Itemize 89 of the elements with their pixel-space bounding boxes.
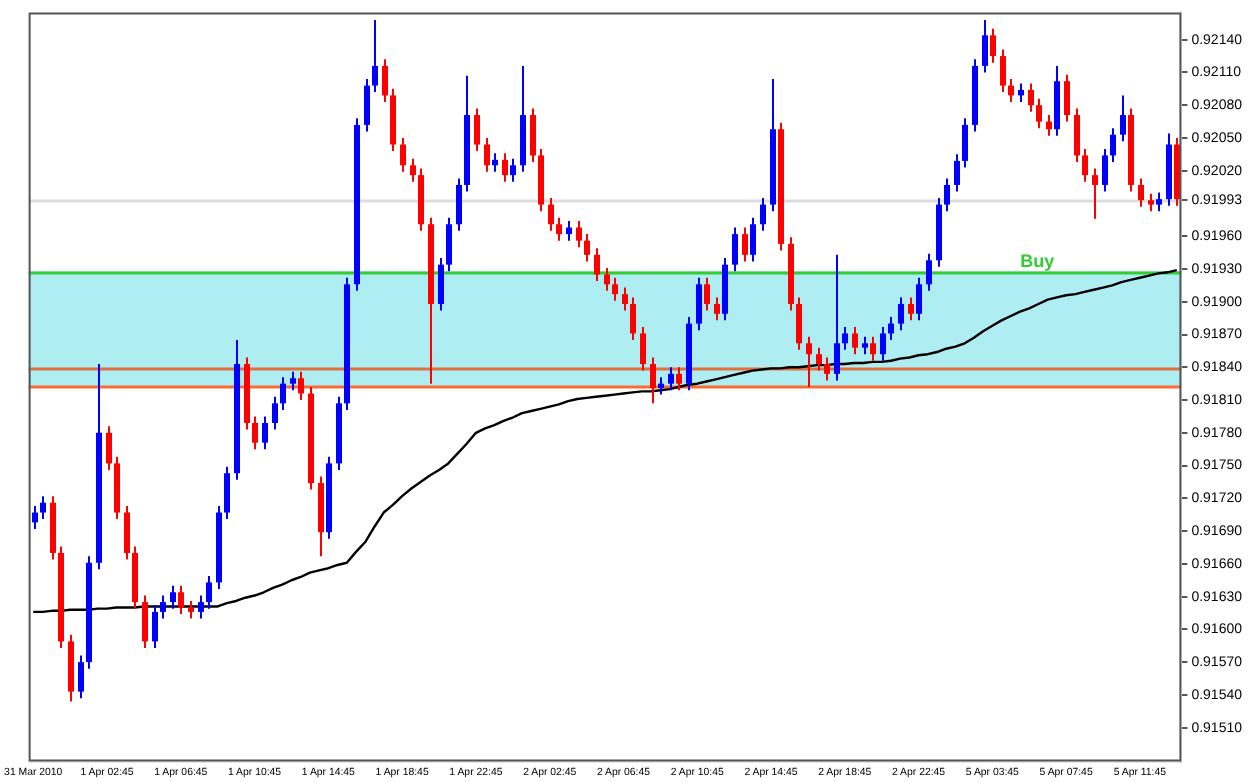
- candlestick: [1046, 114, 1052, 137]
- candlestick: [474, 107, 480, 153]
- candlestick: [262, 415, 268, 451]
- candlestick: [990, 27, 996, 64]
- candlestick: [926, 252, 932, 292]
- candlestick: [630, 296, 636, 341]
- candlestick: [1018, 82, 1024, 103]
- candlestick: [908, 296, 914, 322]
- candlestick: [796, 296, 802, 351]
- candlestick: [622, 286, 628, 312]
- candlestick: [456, 177, 462, 232]
- candlestick: [1074, 107, 1080, 164]
- candlestick: [742, 226, 748, 263]
- candlestick: [650, 356, 656, 405]
- candlestick: [612, 276, 618, 302]
- candlestick: [382, 58, 388, 103]
- candlestick: [944, 177, 950, 213]
- candlestick: [604, 266, 610, 292]
- candlestick: [880, 325, 886, 362]
- candlestick: [78, 654, 84, 700]
- candlestick: [714, 296, 720, 322]
- candlestick: [1156, 191, 1162, 213]
- candlestick: [106, 425, 112, 471]
- candlestick: [1000, 48, 1006, 94]
- candlestick: [640, 325, 646, 372]
- candlestick: [1064, 73, 1070, 123]
- candlestick: [704, 276, 710, 312]
- candlestick: [982, 19, 988, 74]
- candlestick: [1008, 78, 1014, 103]
- candlestick: [372, 19, 378, 94]
- candlestick: [594, 247, 600, 283]
- candlestick: [556, 216, 562, 242]
- candlestick: [834, 253, 840, 382]
- candlestick: [492, 152, 498, 173]
- candlestick: [40, 495, 46, 521]
- candlestick: [750, 216, 756, 263]
- candlestick: [584, 233, 590, 263]
- candlestick: [576, 219, 582, 249]
- candlestick: [816, 346, 822, 372]
- candlestick: [824, 356, 830, 382]
- candlestick: [198, 594, 204, 620]
- candlestick: [510, 157, 516, 183]
- candlestick: [160, 594, 166, 620]
- candlestick: [852, 325, 858, 356]
- candlestick: [32, 504, 38, 530]
- candlestick: [1082, 147, 1088, 183]
- candlestick: [530, 107, 536, 164]
- candlestick: [502, 152, 508, 183]
- candlestick: [898, 296, 904, 332]
- candlestick: [484, 136, 490, 173]
- candlestick: [252, 415, 258, 451]
- candlestick: [364, 78, 370, 133]
- candlestick: [1092, 167, 1098, 220]
- candlestick: [566, 219, 572, 242]
- candlestick: [152, 604, 158, 649]
- candlestick: [446, 216, 452, 273]
- candlestick: [410, 157, 416, 183]
- candlestick: [1110, 127, 1116, 164]
- candlestick: [676, 366, 682, 392]
- candlestick: [548, 197, 554, 232]
- candlestick: [142, 594, 148, 649]
- ref-line-label: Buy: [1020, 250, 1055, 271]
- candlestick: [298, 370, 304, 402]
- candlestick: [1028, 82, 1034, 113]
- candlestick: [438, 257, 444, 312]
- candlestick: [1120, 94, 1126, 143]
- candlestick: [916, 276, 922, 322]
- candlestick: [206, 574, 212, 610]
- candlestick: [962, 117, 968, 169]
- candlestick: [806, 335, 812, 388]
- candlestick: [400, 136, 406, 173]
- candlestick: [170, 584, 176, 610]
- candlestick: [842, 325, 848, 351]
- candlestick: [732, 226, 738, 273]
- candlestick: [224, 465, 230, 521]
- candlestick: [696, 276, 702, 332]
- candlestick: [290, 370, 296, 392]
- candlestick: [668, 366, 674, 392]
- candlestick: [888, 316, 894, 341]
- candlestick: [870, 335, 876, 362]
- candlestick: [178, 584, 184, 616]
- candlestick: [1102, 147, 1108, 193]
- candlestick: [1138, 177, 1144, 208]
- candlestick: [1036, 97, 1042, 130]
- candlestick: [124, 504, 130, 561]
- candlestick: [760, 197, 766, 232]
- candlestick: [272, 395, 278, 431]
- candlestick: [954, 153, 960, 193]
- candlestick: [280, 376, 286, 411]
